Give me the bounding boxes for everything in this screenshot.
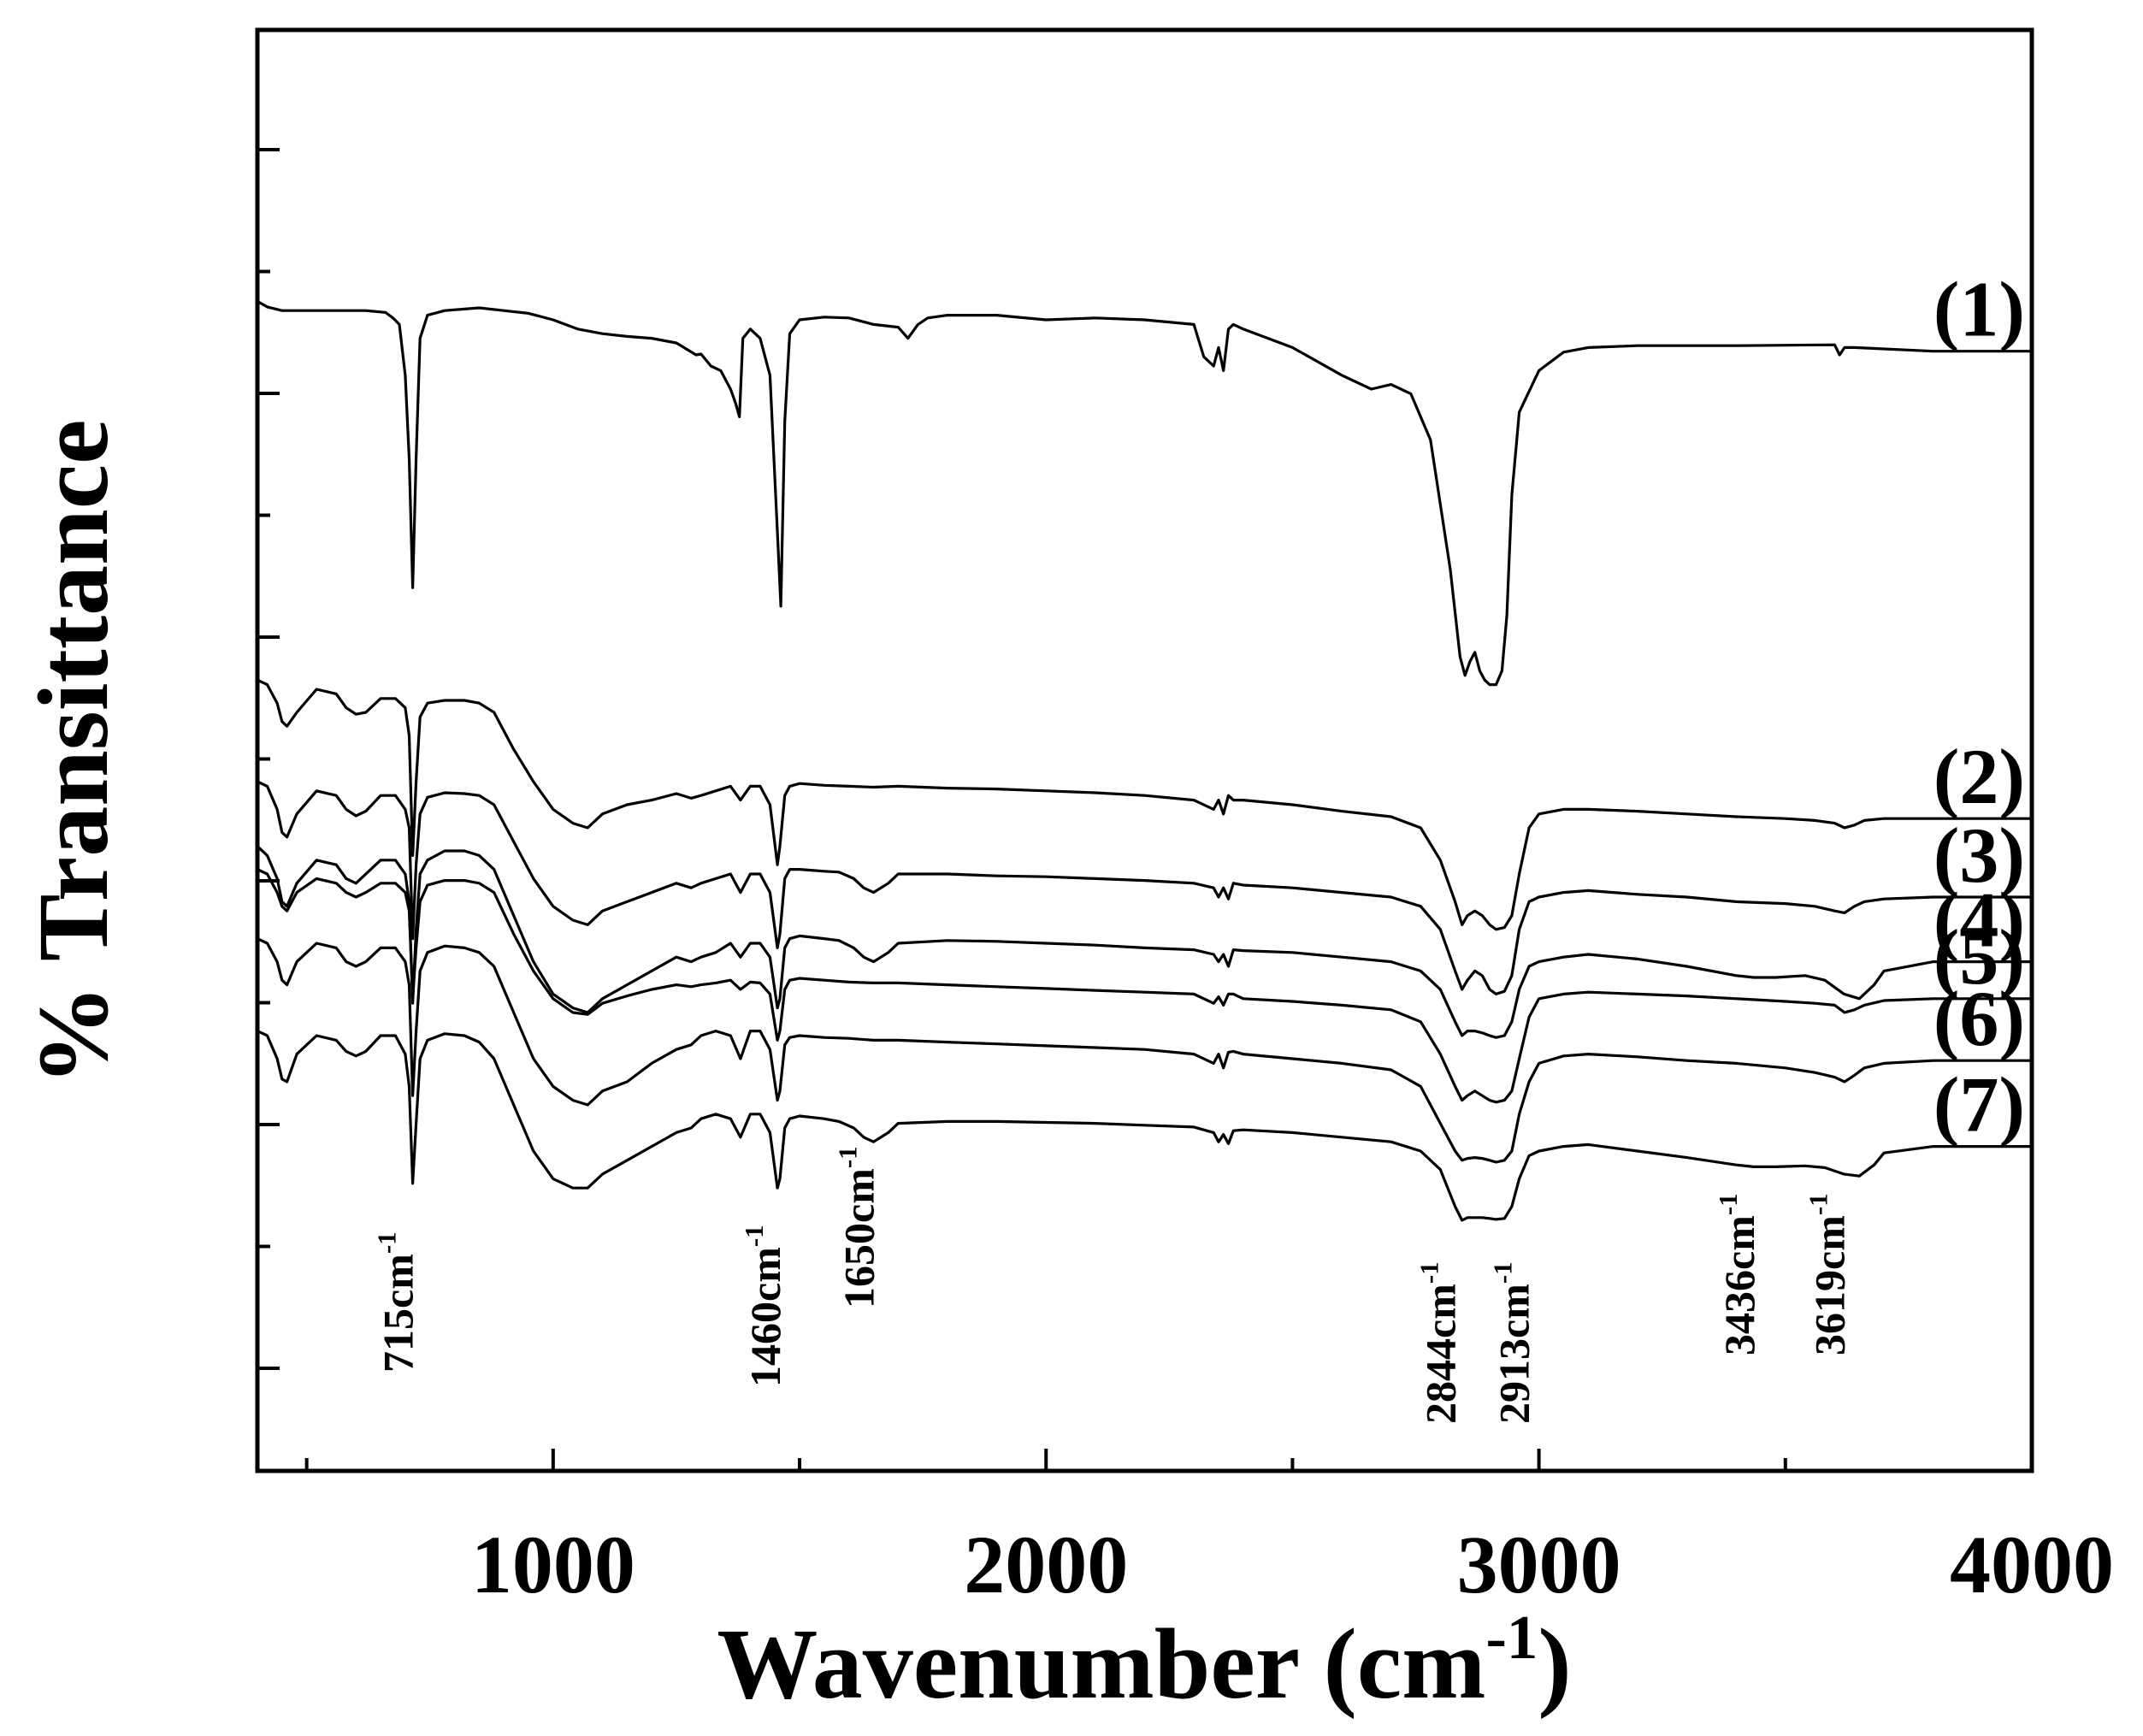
spectra-traces <box>256 300 2032 1222</box>
plot-frame <box>255 27 2034 1473</box>
peak-annotations: 715cm-1 1460cm-1 1650cm-1 2844cm-1 2913cm-1 3… <box>372 1146 1854 1424</box>
series-line-4 <box>256 845 2032 1039</box>
series-line-2 <box>257 678 2032 931</box>
series-line-5 <box>257 868 2032 1104</box>
peak-label-2844: 2844cm-1 <box>1414 1261 1465 1424</box>
series-label-6: (6) <box>1933 975 2025 1062</box>
series-label-7: (7) <box>1933 1061 2025 1148</box>
series-label-5: (5) <box>1933 913 2025 1001</box>
series-line-1 <box>257 300 2032 687</box>
peak-label-2913: 2913cm-1 <box>1487 1261 1538 1424</box>
peak-label-3436: 3436cm-1 <box>1713 1193 1763 1355</box>
x-tick-label: 1000 <box>471 1519 635 1610</box>
series-line-6 <box>257 937 2032 1164</box>
series-label-4: (4) <box>1933 877 2025 964</box>
peak-label-1650: 1650cm-1 <box>832 1146 883 1308</box>
peak-label-3619: 3619cm-1 <box>1803 1193 1853 1355</box>
y-axis-title: % Transittance <box>17 420 129 1086</box>
series-label-1: (1) <box>1933 266 2025 353</box>
x-axis-ticks: 1000 2000 3000 4000 <box>304 1449 2114 1610</box>
x-tick-label: 4000 <box>1950 1519 2114 1610</box>
peak-label-715: 715cm-1 <box>372 1231 422 1373</box>
series-label-2: (2) <box>1933 733 2025 820</box>
x-axis-title: Wavenumber (cm-1) <box>717 1603 1571 1720</box>
y-axis-ticks <box>257 148 280 1370</box>
x-tick-label: 2000 <box>964 1519 1128 1610</box>
series-line-3 <box>257 780 2032 996</box>
series-label-3: (3) <box>1933 812 2025 899</box>
peak-label-1460: 1460cm-1 <box>739 1225 789 1387</box>
series-line-7 <box>257 1030 2032 1222</box>
series-labels: (1) (2)(3)(4)(5)(6)(7) <box>1933 266 2025 1148</box>
x-tick-label: 3000 <box>1457 1519 1621 1610</box>
